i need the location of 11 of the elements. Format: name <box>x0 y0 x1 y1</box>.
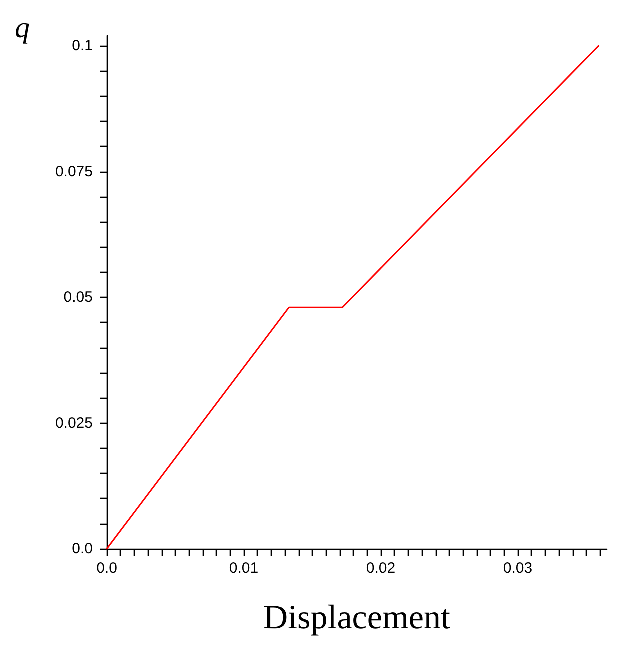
y-tick-label: 0.05 <box>64 289 93 306</box>
x-axis-title: Displacement <box>264 600 452 636</box>
x-tick-label: 0.01 <box>229 560 259 577</box>
x-tick-label: 0.03 <box>503 560 533 577</box>
y-tick-label: 0.1 <box>72 38 93 55</box>
y-tick-label: 0.0 <box>72 540 93 558</box>
chart-title: q <box>15 12 30 44</box>
x-tick-label: 0.0 <box>96 560 118 577</box>
y-tick-label: 0.075 <box>55 163 93 180</box>
x-tick-label: 0.02 <box>366 560 396 577</box>
y-tick-label: 0.025 <box>55 414 93 432</box>
